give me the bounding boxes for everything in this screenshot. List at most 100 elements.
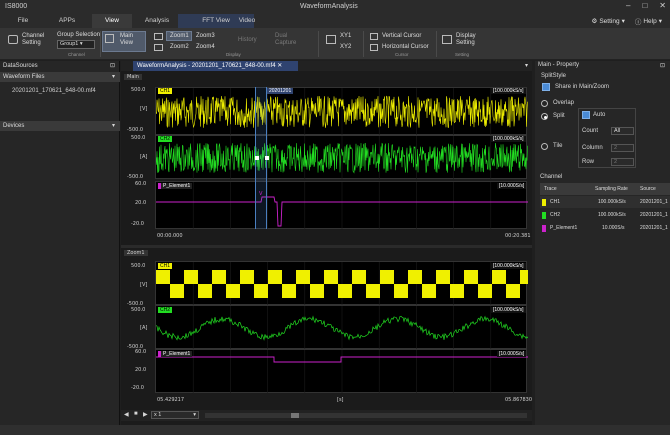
title-bar: IS8000 WaveformAnalysis – □ ✕ [0, 0, 670, 14]
stop-icon[interactable]: ■ [134, 411, 138, 417]
tab-fft-view[interactable]: FFT View [178, 14, 254, 28]
main-view-button[interactable]: Main View [120, 33, 134, 46]
count-label: Count [582, 128, 599, 134]
main-ch2-top: 500.0 [131, 135, 146, 141]
help-menu[interactable]: ⓘ Help ▾ [634, 17, 662, 27]
display-setting-button[interactable]: Display Setting [456, 33, 476, 46]
xy-icon [326, 35, 336, 44]
zoom2-button[interactable]: Zoom2 [170, 44, 189, 50]
zoom-ch2-bottom: -500.0 [127, 344, 144, 350]
cursor-marker[interactable] [255, 156, 259, 160]
horizontal-cursor-button[interactable]: Horizontal Cursor [382, 44, 429, 50]
maximize-icon[interactable]: □ [642, 1, 648, 10]
channel-setting-icon [8, 35, 18, 44]
tab-apps[interactable]: APPs [58, 17, 76, 24]
vertical-cursor-button[interactable]: Vertical Cursor [382, 33, 422, 39]
tile-radio[interactable] [541, 143, 548, 150]
auto-label: Auto [593, 112, 606, 118]
main-ch1-bottom: -500.0 [127, 127, 144, 133]
tab-view[interactable]: View [92, 14, 132, 28]
property-panel [535, 61, 670, 425]
split-options-box [578, 108, 636, 168]
pin-icon[interactable]: ⊡ [109, 63, 115, 69]
display-group-label: Display [226, 52, 241, 57]
channel-table-header: Trace Sampling Rate Source [540, 183, 670, 195]
zoom1-button[interactable]: Zoom1 [170, 33, 189, 39]
main-ch2-trace[interactable] [155, 135, 528, 180]
play-icon[interactable]: ◀ [124, 412, 129, 418]
main-p1-rate: [10.000S/s] [497, 183, 527, 189]
menu-bar: File APPs View Analysis FFT View Video ⚙… [0, 14, 670, 28]
main-p1-bottom: -20.0 [131, 221, 144, 227]
channel-group-label: Channel [68, 52, 85, 57]
gear-icon: ⚙ [591, 18, 598, 25]
count-select[interactable]: All [611, 127, 634, 135]
horizontal-cursor-icon [370, 44, 378, 51]
pin-icon[interactable]: ⊡ [660, 63, 666, 69]
view-splitter[interactable] [121, 245, 532, 248]
chevron-down-icon: ▾ [621, 18, 625, 25]
dual-capture-button[interactable]: Dual Capture [275, 33, 297, 46]
main-p1-trace[interactable] [155, 181, 528, 230]
cursor-marker[interactable] [265, 156, 269, 160]
main-ch2-rate: [100.000kS/s] [491, 136, 526, 142]
horizontal-scrollbar[interactable] [205, 413, 527, 418]
zoom-p1-waveform [156, 350, 528, 394]
zoom-p1-mid: 20.0 [135, 367, 147, 373]
main-ch1-trace[interactable] [155, 87, 528, 136]
zoom-ch2-rate: [100.000kS/s] [491, 307, 526, 313]
auto-checkbox[interactable] [582, 111, 590, 119]
main-ch1-top: 500.0 [131, 87, 146, 93]
zoom-ch1-trace[interactable] [155, 261, 534, 306]
chevron-down-icon[interactable]: ▾ [524, 63, 528, 69]
history-button[interactable]: History [238, 37, 257, 43]
tab-file[interactable]: File [17, 17, 29, 24]
zoom-p1-trace[interactable] [155, 349, 528, 394]
waveform-area: WaveformAnalysis - 20201201_170621_648-0… [121, 61, 534, 425]
close-icon[interactable]: ✕ [659, 1, 666, 10]
zoom-ch1-bottom: -500.0 [127, 301, 144, 307]
scrollbar-thumb[interactable] [291, 413, 299, 418]
split-radio[interactable] [541, 113, 548, 120]
table-row[interactable]: P_Element1 10.000S/s 20201201_1 [540, 222, 670, 234]
zoom-time-start: 05.429217 [157, 397, 185, 403]
main-p1-top: 60.0 [135, 181, 147, 187]
overlap-radio[interactable] [541, 100, 548, 107]
zoom1-highlight [166, 31, 192, 41]
xy1-button[interactable]: XY1 [340, 33, 352, 39]
zoom-p1-top: 60.0 [135, 349, 147, 355]
zoom-p1-rate: [10.000S/s] [497, 351, 527, 357]
share-label: Share in Main/Zoom [555, 84, 610, 90]
zoom-ch2-trace[interactable] [155, 305, 529, 350]
zoom-p1-tag: P_Element1 [158, 351, 193, 357]
window-title: WaveformAnalysis [300, 3, 358, 10]
setting-menu[interactable]: ⚙ Setting ▾ [591, 17, 625, 26]
row-select[interactable]: 2 [611, 158, 634, 166]
document-tab[interactable]: WaveformAnalysis - 20201201_170621_648-0… [133, 61, 298, 71]
chevron-down-icon[interactable]: ▾ [111, 74, 115, 80]
minimize-icon[interactable]: – [626, 1, 631, 10]
tab-analysis[interactable]: Analysis [144, 17, 170, 24]
table-row[interactable]: CH2 100.000kS/s 20201201_1 [540, 209, 670, 221]
main-ch2-unit: [A] [140, 154, 148, 160]
xy2-button[interactable]: XY2 [340, 44, 352, 50]
share-checkbox[interactable] [542, 83, 550, 91]
devices-header[interactable]: Devices [0, 121, 120, 131]
waveform-files-header[interactable]: Waveform Files [0, 72, 120, 82]
main-ch2-bottom: -500.0 [127, 174, 144, 180]
chevron-down-icon: ▾ [658, 18, 662, 25]
group-select[interactable]: Group1 ▾ [57, 40, 95, 49]
table-row[interactable]: CH1 100.000kS/s 20201201_1 [540, 196, 670, 208]
zoom4-button[interactable]: Zoom4 [196, 44, 215, 50]
zoom-factor-select[interactable]: x 1 ▾ [151, 411, 199, 419]
column-select[interactable]: 2 [611, 144, 634, 152]
forward-icon[interactable]: ▶ [143, 412, 148, 418]
zoom3-button[interactable]: Zoom3 [196, 33, 215, 39]
main-view-label: Main [124, 74, 142, 80]
waveform-file-item[interactable]: 20201201_170621_648-00.mf4 [12, 88, 96, 94]
data-sources-panel: DataSources ⊡ Waveform Files ▾ 20201201_… [0, 61, 120, 425]
tab-video[interactable]: Video [238, 17, 256, 24]
channel-setting-button[interactable]: Channel Setting [22, 33, 45, 46]
chevron-down-icon[interactable]: ▾ [111, 123, 115, 129]
main-time-end: 00:20.381 [505, 233, 531, 239]
